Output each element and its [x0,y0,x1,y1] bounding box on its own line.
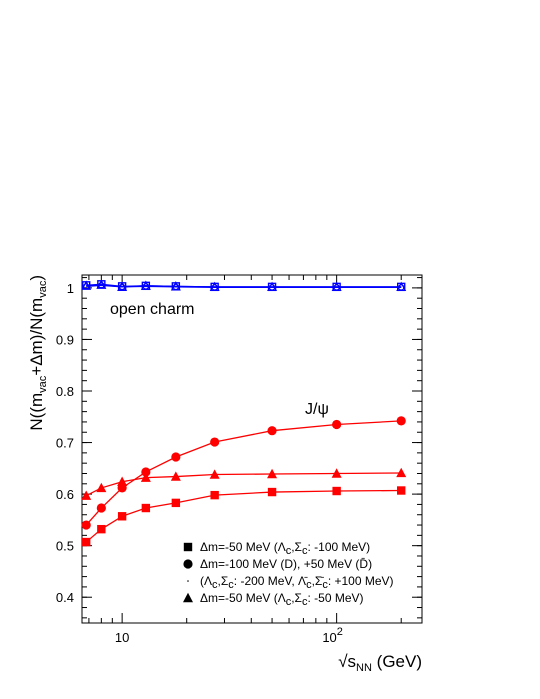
series-line [86,284,402,289]
data-point [209,469,220,479]
y-tick-label: 0.9 [56,332,74,347]
data-point [398,284,405,291]
y-axis-title: N((mvac+Δm)/N(mvac) [27,275,49,431]
data-point [96,482,107,493]
data-point [267,487,277,497]
data-point [98,282,105,289]
y-tick-label: 0.4 [56,590,74,605]
data-point [171,452,181,462]
legend-label: Δm=-100 MeV (D), +50 MeV (D̄) [200,557,372,571]
series-open-charm-open-circle [83,282,405,291]
y-tick-label: 0.7 [56,436,74,451]
data-point [171,498,181,508]
legend-marker [183,592,193,603]
series-open-charm-open-square [82,280,406,292]
legend-label: Δm=-50 MeV (Λc,Σc: -100 MeV) [200,540,370,557]
data-point [210,437,220,447]
y-tick-label: 1 [67,281,74,296]
data-point [396,467,407,478]
legend-label: (Λc,Σc: -200 MeV, Λ̄c,Σ̄c: +100 MeV) [200,574,394,591]
plot-area: 0.4 0.5 0.6 0.7 0.8 0.9 1 10 102 √sNN (GeV) N((mva… [27,274,423,674]
x-tick-label: 10 [115,630,129,645]
legend: Δm=-50 MeV (Λc,Σc: -100 MeV)Δm=-100 MeV … [183,540,394,608]
x-axis-title: √sNN (GeV) [338,652,422,674]
data-point [211,284,218,291]
data-point [81,490,92,500]
data-point [333,284,340,291]
data-point [140,472,151,482]
legend-label: Δm=-50 MeV (Λc,Σc: -50 MeV) [200,591,364,608]
data-point [117,512,127,521]
series-jpsi-circle [81,416,406,530]
annotation-open-charm: open charm [110,301,195,318]
data-point [81,520,91,530]
data-point [170,471,181,481]
data-point [83,283,90,290]
data-point [96,503,106,513]
data-point [172,283,180,291]
data-point [268,284,276,291]
data-point [210,490,219,500]
series-line [85,472,402,497]
y-tick-label: 0.8 [56,384,74,399]
data-point [267,468,278,479]
series-jpsi-square [82,486,406,547]
x-tick-label: 102 [322,626,343,645]
series-line [85,489,402,543]
series-jpsi-triangle [81,467,407,500]
data-point [141,503,151,513]
data-point [97,524,106,534]
legend-marker [183,559,193,569]
data-point [82,537,91,547]
data-point [142,283,150,290]
data-point [397,486,406,495]
data-point [396,416,406,426]
legend-marker [187,580,189,582]
legend-marker [183,542,193,552]
annotation-jpsi: J/ψ [305,401,329,418]
data-point [332,486,341,496]
data-point [141,467,151,477]
y-tick-label: 0.6 [56,487,74,502]
y-tick-label: 0.5 [56,539,74,554]
data-point [117,476,128,486]
data-point [118,283,126,291]
data-point [331,468,342,478]
data-point [267,426,277,436]
plot-frame [81,274,423,624]
data-point [332,419,342,430]
